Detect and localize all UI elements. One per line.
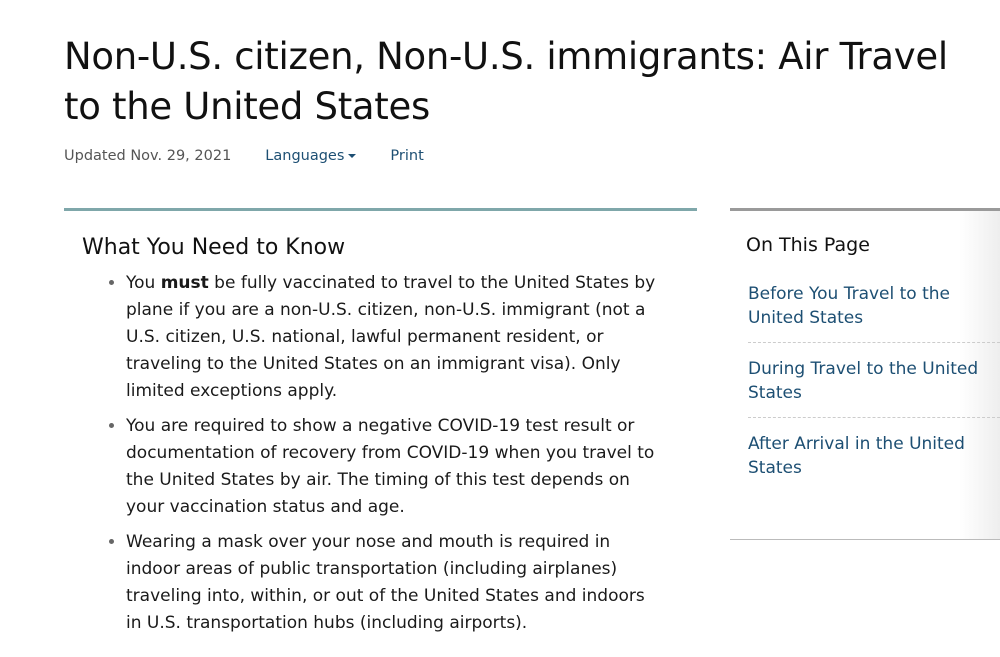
text: You bbox=[126, 273, 161, 293]
nav-link-after-arrival[interactable]: After Arrival in the United States bbox=[748, 434, 965, 478]
nav-heading: On This Page bbox=[746, 234, 870, 256]
what-you-need-to-know: What You Need to Know You must be fully … bbox=[64, 208, 697, 645]
section-heading: What You Need to Know bbox=[82, 235, 346, 260]
page-meta: Updated Nov. 29, 2021 Languages Print bbox=[64, 148, 424, 164]
updated-date: Updated Nov. 29, 2021 bbox=[64, 148, 232, 164]
emphasis: must bbox=[160, 273, 209, 293]
languages-label: Languages bbox=[265, 148, 345, 164]
caret-down-icon bbox=[348, 154, 357, 158]
nav-link-before-travel[interactable]: Before You Travel to the United States bbox=[748, 268, 1000, 343]
languages-dropdown[interactable]: Languages bbox=[265, 148, 357, 164]
nav-link-during-travel[interactable]: During Travel to the United States bbox=[748, 343, 1000, 418]
on-this-page-nav: On This Page Before You Travel to the Un… bbox=[730, 208, 1000, 540]
bullet-list: You must be fully vaccinated to travel t… bbox=[64, 270, 697, 637]
print-link[interactable]: Print bbox=[390, 148, 424, 164]
list-item: Wearing a mask over your nose and mouth … bbox=[126, 529, 656, 637]
page-title: Non-U.S. citizen, Non-U.S. immigrants: A… bbox=[64, 35, 948, 128]
text: be fully vaccinated to travel to the Uni… bbox=[126, 273, 656, 401]
list-item: You are required to show a negative COVI… bbox=[126, 413, 656, 521]
list-item: You must be fully vaccinated to travel t… bbox=[126, 270, 656, 405]
